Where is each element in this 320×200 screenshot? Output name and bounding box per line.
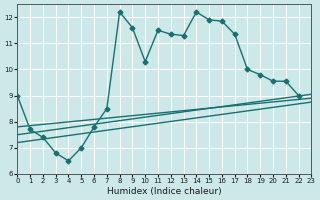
X-axis label: Humidex (Indice chaleur): Humidex (Indice chaleur) — [107, 187, 222, 196]
